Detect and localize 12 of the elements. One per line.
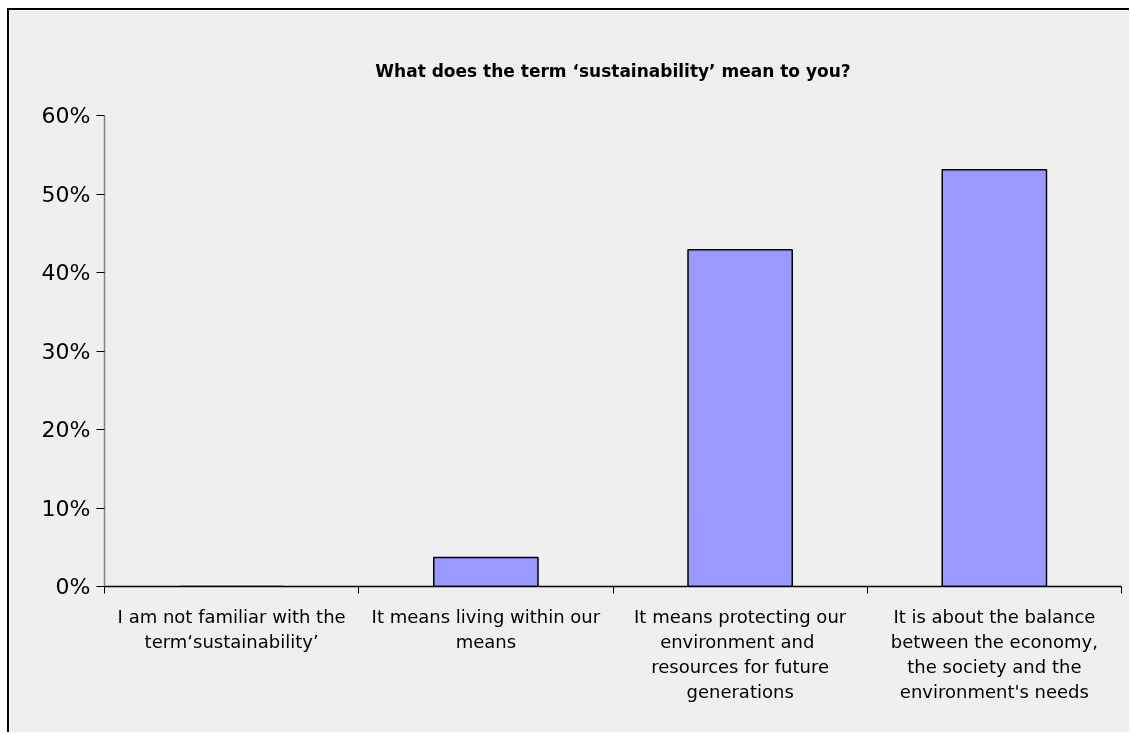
x-tick-label: I am not familiar with the term‘sustainability’: [117, 605, 346, 652]
x-tick-label: It means protecting our environment and resources for future generations: [634, 605, 847, 703]
y-tick-label: 50%: [41, 181, 91, 207]
y-tick-label: 10%: [41, 495, 91, 521]
y-tick-label: 30%: [41, 338, 91, 364]
y-tick-label: 0%: [55, 574, 91, 599]
x-tick-label: It is about the balance between the economy, the society and the environment's needs: [890, 605, 1098, 703]
y-tick-label: 20%: [41, 417, 91, 442]
y-tick-label: 60%: [41, 103, 91, 128]
y-tick-label: 40%: [41, 260, 91, 285]
x-tick-label: It means living within our means: [371, 605, 601, 652]
chart-title: What does the term ‘sustainability’ mean to you?: [375, 60, 851, 81]
